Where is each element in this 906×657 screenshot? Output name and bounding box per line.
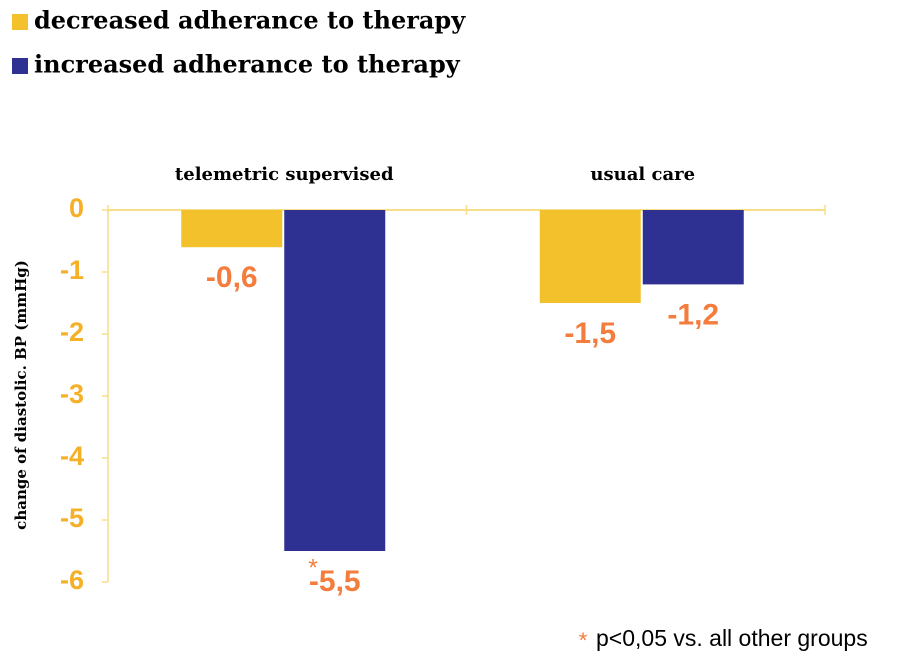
value-label: -0,6 [206,261,258,294]
y-tick-label: -3 [60,379,84,409]
legend-swatch [12,14,28,30]
significance-marker: * [308,554,317,581]
bar [284,210,386,551]
legend-label: increased adherance to therapy [34,50,461,79]
y-tick-label: -6 [60,565,84,595]
y-tick-label: 0 [69,193,84,223]
bar [642,210,744,285]
bar [539,210,641,303]
legend-label: decreased adherance to therapy [34,6,466,35]
y-tick-label: -5 [60,503,84,533]
value-label: -5,5 [309,565,361,598]
y-tick-label: -2 [60,317,84,347]
y-tick-label: -1 [60,255,84,285]
category-label: usual care [590,164,695,185]
footnote: p<0,05 vs. all other groups [596,625,868,651]
value-label: -1,2 [667,298,719,331]
bar [181,210,283,248]
value-label: -1,5 [564,317,616,350]
footnote-marker: * [579,628,588,653]
y-tick-label: -4 [60,441,84,471]
category-label: telemetric supervised [175,164,394,185]
y-axis-label: change of diastolic. BP (mmHg) [12,260,30,530]
legend-swatch [12,58,28,74]
